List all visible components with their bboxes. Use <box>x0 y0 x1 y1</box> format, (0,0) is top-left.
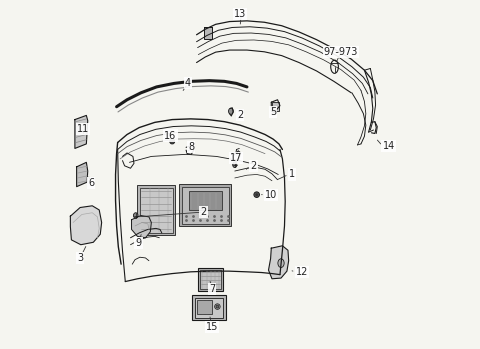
Bar <box>181 187 228 224</box>
Polygon shape <box>268 246 288 279</box>
Text: 5: 5 <box>270 107 276 117</box>
Text: 4: 4 <box>185 79 191 88</box>
Text: 1: 1 <box>288 170 295 179</box>
Bar <box>195 298 223 318</box>
Text: 15: 15 <box>206 322 218 332</box>
Bar <box>196 300 212 314</box>
Polygon shape <box>75 116 88 148</box>
Text: 17: 17 <box>229 153 242 163</box>
Text: 7: 7 <box>209 284 216 294</box>
Ellipse shape <box>215 304 220 309</box>
Polygon shape <box>132 216 151 238</box>
Text: 9: 9 <box>135 238 142 248</box>
Ellipse shape <box>254 192 260 198</box>
Text: 2: 2 <box>251 161 257 171</box>
Bar <box>204 27 212 39</box>
Polygon shape <box>77 162 88 187</box>
Polygon shape <box>71 206 102 245</box>
Bar <box>179 184 230 226</box>
Bar <box>198 268 223 291</box>
Bar <box>272 102 279 111</box>
Text: 14: 14 <box>383 141 395 151</box>
Ellipse shape <box>216 305 219 308</box>
Text: 2: 2 <box>237 110 243 120</box>
Bar <box>189 191 222 210</box>
Bar <box>192 296 226 320</box>
Bar <box>140 188 173 233</box>
Text: 8: 8 <box>188 142 194 153</box>
Text: 13: 13 <box>234 9 246 19</box>
Text: 16: 16 <box>164 131 177 141</box>
Ellipse shape <box>133 213 138 218</box>
Text: 12: 12 <box>296 267 308 277</box>
Text: 11: 11 <box>77 124 89 134</box>
Ellipse shape <box>233 162 237 168</box>
Text: 2: 2 <box>200 207 206 217</box>
Text: 97-973: 97-973 <box>324 47 358 57</box>
Text: 10: 10 <box>265 190 277 200</box>
Bar <box>137 185 175 235</box>
Ellipse shape <box>255 193 258 196</box>
Bar <box>200 270 221 289</box>
Ellipse shape <box>278 259 284 267</box>
Ellipse shape <box>228 108 233 114</box>
Text: 6: 6 <box>88 178 94 188</box>
Text: 3: 3 <box>77 253 83 263</box>
Ellipse shape <box>170 139 175 144</box>
